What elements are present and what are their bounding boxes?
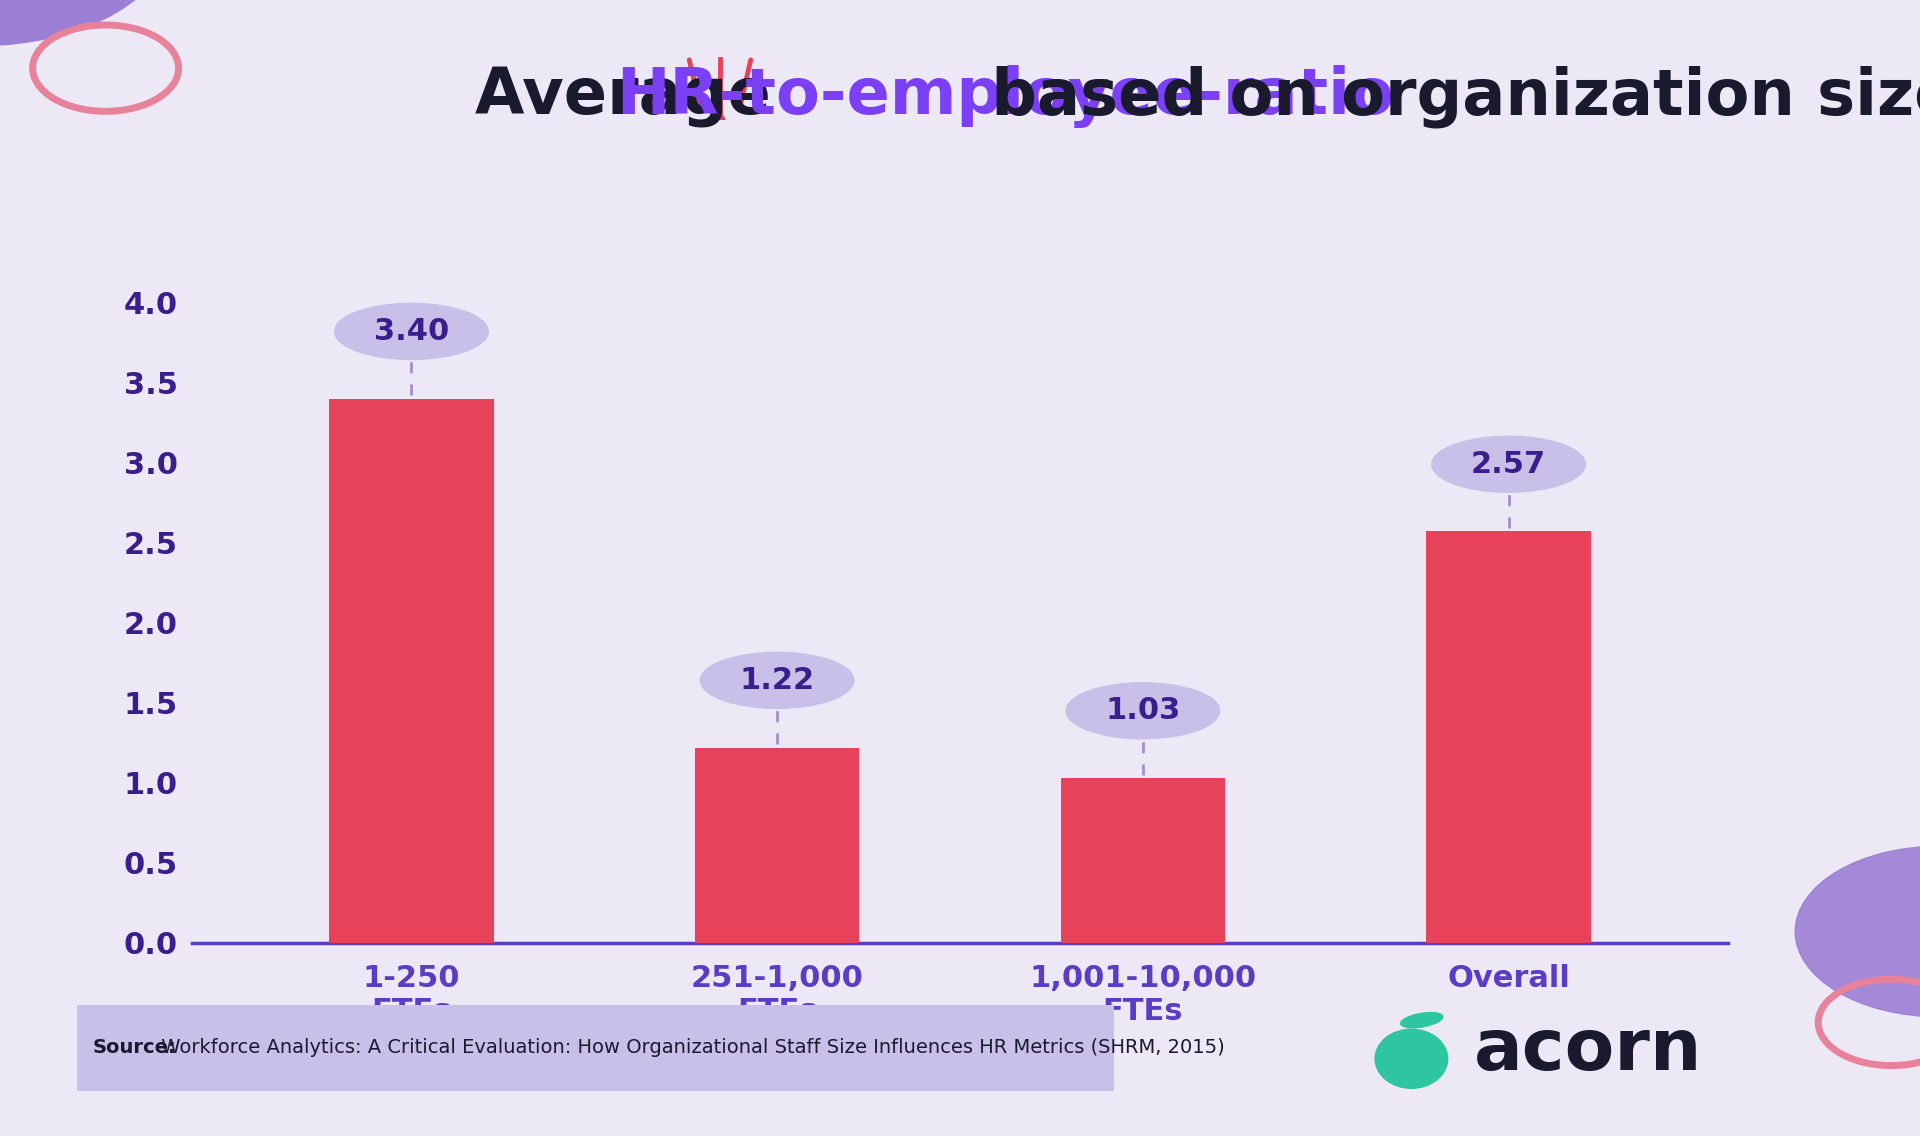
Bar — [1060, 778, 1225, 943]
Ellipse shape — [1375, 1029, 1448, 1088]
Text: 1.22: 1.22 — [739, 666, 814, 695]
Text: Source:: Source: — [92, 1038, 177, 1058]
FancyBboxPatch shape — [77, 1005, 1114, 1091]
Ellipse shape — [701, 652, 854, 709]
Text: HR-to-employee-ratio: HR-to-employee-ratio — [616, 65, 1394, 128]
Ellipse shape — [1432, 436, 1586, 492]
Bar — [328, 399, 493, 943]
Ellipse shape — [334, 303, 488, 359]
Text: Workforce Analytics: A Critical Evaluation: How Organizational Staff Size Influe: Workforce Analytics: A Critical Evaluati… — [154, 1038, 1225, 1058]
Text: acorn: acorn — [1475, 1017, 1701, 1085]
Text: based on organization size: based on organization size — [970, 65, 1920, 128]
Text: 1.03: 1.03 — [1106, 696, 1181, 725]
Ellipse shape — [1402, 1012, 1442, 1028]
Text: Average: Average — [474, 66, 793, 127]
Text: 2.57: 2.57 — [1471, 450, 1546, 478]
Bar — [695, 747, 860, 943]
Text: 3.40: 3.40 — [374, 317, 449, 345]
Bar — [1427, 532, 1592, 943]
Ellipse shape — [1066, 683, 1219, 738]
